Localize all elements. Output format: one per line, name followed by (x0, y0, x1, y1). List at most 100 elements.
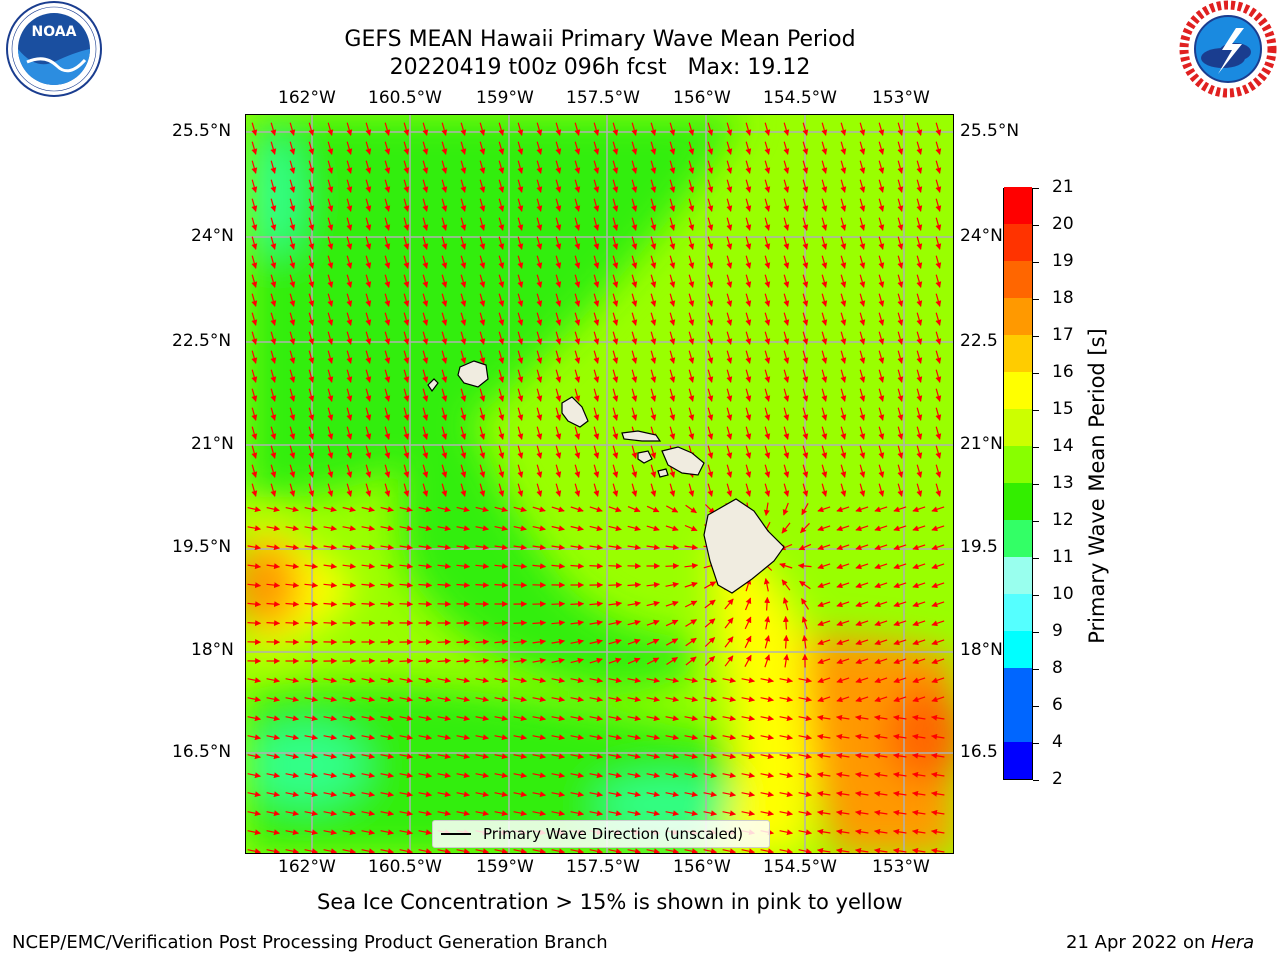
wave-arrow (631, 369, 638, 383)
wave-arrow (247, 601, 262, 608)
wave-arrow (707, 350, 714, 364)
wave-arrow (840, 236, 847, 250)
wave-arrow (802, 426, 809, 440)
wave-arrow (384, 407, 391, 421)
wave-arrow (361, 601, 376, 608)
wave-arrow (726, 350, 733, 364)
wave-arrow (707, 122, 714, 136)
wave-arrow (783, 426, 790, 440)
wave-arrow (574, 426, 581, 440)
wave-arrow (916, 217, 923, 231)
wave-arrow (840, 198, 847, 212)
wave-arrow (551, 600, 566, 607)
colorbar (1003, 187, 1033, 780)
wave-arrow (304, 563, 318, 570)
wave-arrow (688, 331, 695, 345)
wave-arrow (912, 544, 926, 551)
colorbar-tick-label: 16 (1052, 362, 1074, 382)
wave-arrow (859, 407, 866, 421)
colorbar-segment (1004, 261, 1032, 298)
wave-arrow (859, 122, 866, 136)
right-lat-label: 25.5°N (960, 121, 1020, 141)
wave-arrow (797, 562, 812, 569)
wave-arrow (840, 483, 847, 497)
wave-arrow (479, 331, 486, 345)
colorbar-segment (1004, 409, 1032, 446)
wave-arrow (460, 293, 467, 307)
wave-arrow (593, 388, 600, 402)
wave-arrow (479, 445, 486, 459)
wave-arrow (479, 483, 486, 497)
wave-arrow (555, 312, 562, 326)
wave-arrow (517, 388, 524, 402)
wave-arrow (494, 525, 508, 532)
wave-arrow (897, 274, 904, 288)
colorbar-tick-label: 9 (1052, 621, 1063, 641)
wave-arrow (935, 255, 942, 269)
wave-arrow (874, 601, 888, 608)
wave-arrow (608, 506, 622, 513)
wave-arrow (555, 179, 562, 193)
wave-arrow (802, 217, 809, 231)
wave-arrow (422, 464, 429, 478)
wave-arrow (498, 464, 505, 478)
wave-arrow (289, 217, 296, 231)
bottom-lon-label: 160.5°W (368, 857, 442, 877)
wave-arrow (893, 544, 907, 551)
wave-arrow (916, 388, 923, 402)
wave-arrow (384, 160, 391, 174)
wave-arrow (726, 179, 733, 193)
wave-arrow (821, 464, 828, 478)
wave-arrow (479, 350, 486, 364)
wave-arrow (536, 388, 543, 402)
wave-arrow (323, 620, 338, 627)
wave-arrow (266, 506, 280, 513)
right-lat-label: 24°N (960, 226, 1003, 246)
map-title: GEFS MEAN Hawaii Primary Wave Mean Perio… (344, 27, 856, 52)
wave-arrow (840, 426, 847, 440)
wave-arrow (669, 426, 676, 440)
wave-arrow (270, 464, 277, 478)
wave-arrow (878, 293, 885, 307)
wave-arrow (441, 388, 448, 402)
wave-arrow (893, 563, 907, 570)
wave-arrow (935, 407, 942, 421)
wave-arrow (631, 217, 638, 231)
wave-arrow (346, 312, 353, 326)
wave-arrow (536, 141, 543, 155)
wave-arrow (897, 160, 904, 174)
wave-arrow (270, 331, 277, 345)
wave-arrow (684, 562, 699, 569)
wave-arrow (821, 350, 828, 364)
wave-arrow (422, 369, 429, 383)
wave-arrow (627, 600, 641, 607)
wave-arrow (342, 601, 357, 608)
wave-arrow (327, 407, 334, 421)
wave-arrow (327, 445, 334, 459)
map-subtitle: 20220419 t00z 096h fcst Max: 19.12 (389, 55, 811, 80)
wave-arrow (365, 274, 372, 288)
date-label: 21 Apr 2022 on (1066, 932, 1212, 953)
wave-arrow (593, 198, 600, 212)
colorbar-tick-label: 17 (1052, 325, 1074, 345)
wave-arrow (479, 464, 486, 478)
wave-arrow (821, 236, 828, 250)
wave-arrow (574, 350, 581, 364)
wave-arrow (608, 563, 623, 570)
wave-arrow (251, 331, 258, 345)
wave-arrow (859, 293, 866, 307)
wave-arrow (726, 312, 733, 326)
wave-arrow (327, 331, 334, 345)
wave-arrow (460, 255, 467, 269)
top-lon-label: 157.5°W (566, 88, 640, 108)
wave-arrow (551, 619, 566, 626)
colorbar-tick (1033, 262, 1039, 263)
colorbar-tick (1033, 669, 1039, 670)
colorbar-tick-label: 20 (1052, 214, 1074, 234)
wave-arrow (802, 331, 809, 345)
wave-arrow (688, 217, 695, 231)
wave-arrow (441, 407, 448, 421)
wave-arrow (365, 141, 372, 155)
wave-arrow (536, 198, 543, 212)
wave-arrow (764, 217, 771, 231)
